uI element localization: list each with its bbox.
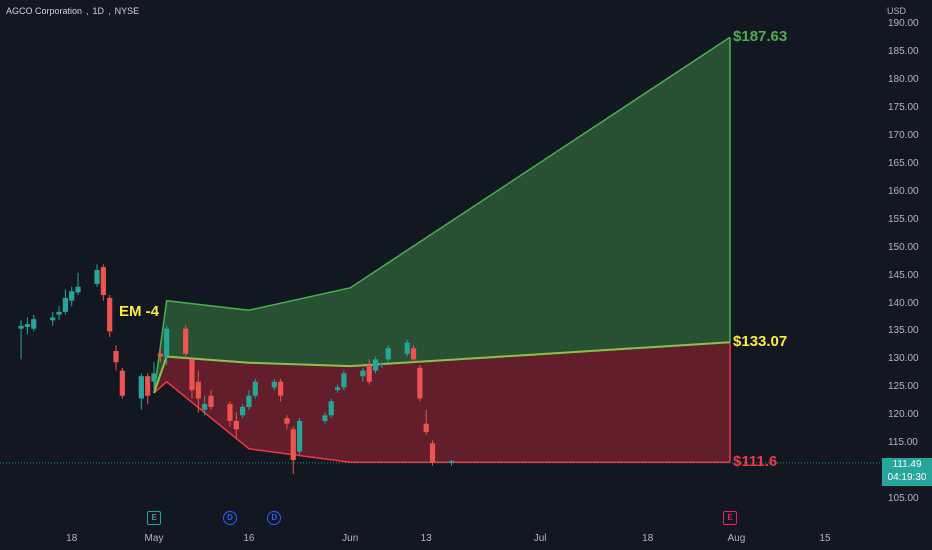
em-annotation: EM -4	[119, 302, 160, 320]
candle-body	[246, 395, 252, 407]
candle-body	[296, 420, 303, 452]
upper-band-fill	[154, 37, 731, 393]
price-tick-label: 140.00	[888, 297, 919, 309]
price-tick-label: 160.00	[888, 185, 919, 197]
currency-label: USD	[887, 6, 907, 16]
candle-body	[138, 376, 144, 399]
candle-body	[50, 317, 56, 321]
price-tick-label: 165.00	[888, 157, 919, 169]
price-tick-label: 115.00	[888, 437, 918, 449]
time-tick-label: 18	[66, 533, 78, 544]
candle-body	[202, 404, 208, 410]
candle-body	[100, 267, 106, 296]
candle-body	[372, 359, 379, 371]
price-tick-label: 175.00	[888, 101, 919, 113]
time-tick-label: 13	[420, 533, 432, 544]
price-tick-label: 120.00	[888, 409, 919, 421]
time-tick-label: May	[144, 533, 164, 544]
middle-line	[153, 341, 731, 394]
candle-body	[145, 376, 151, 396]
price-tick-label: 145.00	[888, 269, 919, 281]
candle-body	[423, 423, 429, 433]
time-tick-label: Aug	[727, 533, 746, 544]
candle-body	[233, 420, 239, 430]
level-label: $187.63	[733, 28, 788, 46]
candle-body	[417, 367, 423, 399]
candle-body	[379, 363, 385, 366]
candle-body	[69, 291, 75, 301]
candle-body	[183, 328, 189, 354]
dividend-event-marker[interactable]: D	[267, 511, 282, 525]
candle-body	[448, 461, 455, 463]
candle-body	[278, 381, 284, 396]
time-tick-label: Jun	[342, 533, 359, 544]
candle-body	[151, 373, 157, 382]
symbol-header: AGCO Corporation, 1D, NYSE	[6, 6, 140, 16]
candle-body	[429, 443, 436, 463]
candle-body	[56, 311, 62, 315]
price-tick-label: 185.00	[888, 45, 919, 57]
plot-area	[0, 0, 880, 525]
candle-body	[31, 319, 37, 329]
time-tick-label: Jul	[533, 533, 547, 544]
price-tick-label: 190.00	[888, 18, 919, 29]
candle-body	[62, 297, 68, 312]
earnings-event-marker[interactable]: E	[723, 511, 738, 525]
candle-body	[240, 406, 246, 416]
candle-body	[208, 395, 214, 407]
earnings-event-marker[interactable]: E	[147, 511, 161, 525]
candle-body	[360, 370, 366, 377]
lower-band-line	[153, 380, 731, 464]
current-price-value: 111.49	[892, 459, 922, 470]
time-tick-label: 15	[819, 533, 831, 544]
price-tick-label: 125.00	[888, 381, 919, 393]
candle-body	[107, 297, 113, 332]
candle-body	[113, 351, 119, 363]
candle-body	[334, 387, 341, 391]
symbol-name: AGCO Corporation	[6, 6, 83, 16]
candle-body	[75, 286, 81, 293]
candle-body	[271, 381, 277, 388]
current-price-badge: 111.49 04:19:30	[882, 458, 932, 486]
candle-body	[341, 373, 347, 388]
candle-body	[252, 381, 258, 396]
level-label: $133.07	[733, 333, 788, 351]
candle-body	[18, 325, 24, 329]
level-label: $111.6	[733, 453, 778, 471]
interval-label: 1D	[92, 6, 105, 16]
candle-body	[366, 364, 372, 382]
candle-body	[410, 348, 417, 360]
candle-body	[404, 342, 410, 354]
candle-body	[227, 404, 233, 421]
time-tick-label: 18	[642, 533, 654, 544]
candle-body	[284, 418, 290, 424]
price-tick-label: 180.00	[888, 73, 919, 85]
price-tick-label: 105.00	[888, 493, 919, 505]
candle-body	[94, 269, 100, 284]
bar-countdown: 04:19:30	[887, 472, 927, 483]
price-tick-label: 170.00	[888, 129, 919, 141]
candle-body	[322, 415, 328, 421]
candle-body	[157, 353, 163, 357]
exchange-label: NYSE	[114, 6, 140, 16]
candle-body	[24, 324, 30, 327]
candle-body	[164, 328, 170, 357]
candle-body	[189, 359, 195, 391]
candle-body	[385, 348, 391, 360]
price-tick-label: 155.00	[888, 213, 919, 225]
price-tick-label: 130.00	[888, 353, 919, 365]
time-tick-label: 16	[243, 533, 255, 544]
candle-body	[290, 429, 296, 461]
upper-band-line	[153, 36, 731, 394]
candle-body	[195, 381, 201, 399]
price-tick-label: 150.00	[888, 241, 919, 253]
candle-body	[119, 370, 125, 396]
candle-body	[328, 401, 334, 416]
price-tick-label: 135.00	[888, 325, 919, 337]
dividend-event-marker[interactable]: D	[222, 511, 237, 525]
